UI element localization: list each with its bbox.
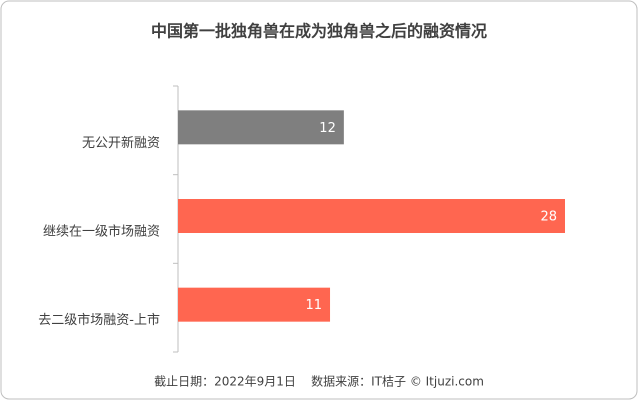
- value-label: 28: [540, 210, 557, 225]
- bar: [178, 287, 331, 322]
- bar: [178, 110, 344, 145]
- footnote: 截止日期：2022年9月1日 数据来源：IT桔子 © Itjuzi.com: [154, 374, 484, 389]
- value-label: 12: [319, 121, 336, 136]
- chart-title: 中国第一批独角兽在成为独角兽之后的融资情况: [151, 22, 487, 41]
- y-tick-label: 去二级市场融资-上市: [38, 312, 160, 328]
- value-label: 11: [305, 298, 322, 313]
- bar: [178, 199, 565, 233]
- y-tick-label: 无公开新融资: [82, 135, 160, 151]
- y-tick-label: 继续在一级市场融资: [43, 224, 160, 240]
